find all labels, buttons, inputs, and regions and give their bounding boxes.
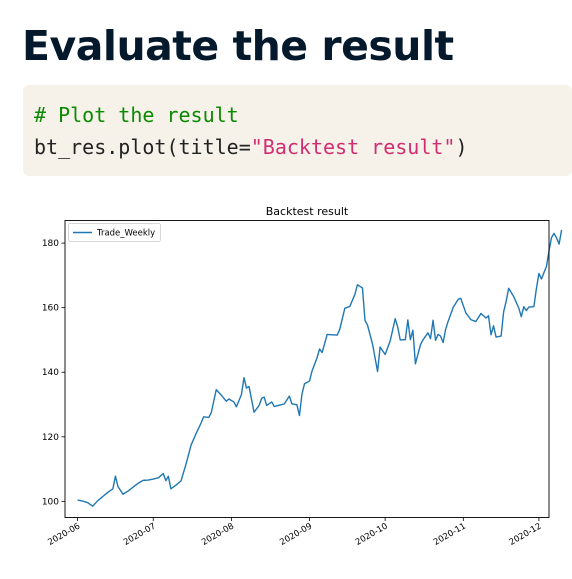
series-line-trade-weekly xyxy=(77,229,563,507)
y-tick-label: 160 xyxy=(42,304,59,314)
y-tick-label: 120 xyxy=(42,433,59,443)
y-tick-label: 140 xyxy=(42,368,59,378)
legend: Trade_Weekly xyxy=(68,223,161,242)
chart-title: Backtest result xyxy=(266,205,349,218)
code-block: # Plot the result bt_res.plot(title="Back… xyxy=(23,85,572,176)
y-tick-label: 100 xyxy=(42,497,59,507)
chart-background xyxy=(0,196,572,579)
code-comment: # Plot the result xyxy=(34,103,239,127)
legend-label-trade-weekly: Trade_Weekly xyxy=(96,229,155,239)
y-axis-ticks: 100 120 140 160 180 xyxy=(42,239,65,507)
code-call-prefix: bt_res.plot(title= xyxy=(34,135,251,159)
y-tick-label: 180 xyxy=(42,239,59,249)
code-statement: bt_res.plot(title="Backtest result") xyxy=(34,131,572,163)
code-call-suffix: ) xyxy=(455,135,468,159)
code-string-literal: "Backtest result" xyxy=(250,135,456,159)
plot-frame xyxy=(64,220,550,518)
legend-box xyxy=(68,223,161,242)
slide-title: Evaluate the result xyxy=(22,22,454,70)
